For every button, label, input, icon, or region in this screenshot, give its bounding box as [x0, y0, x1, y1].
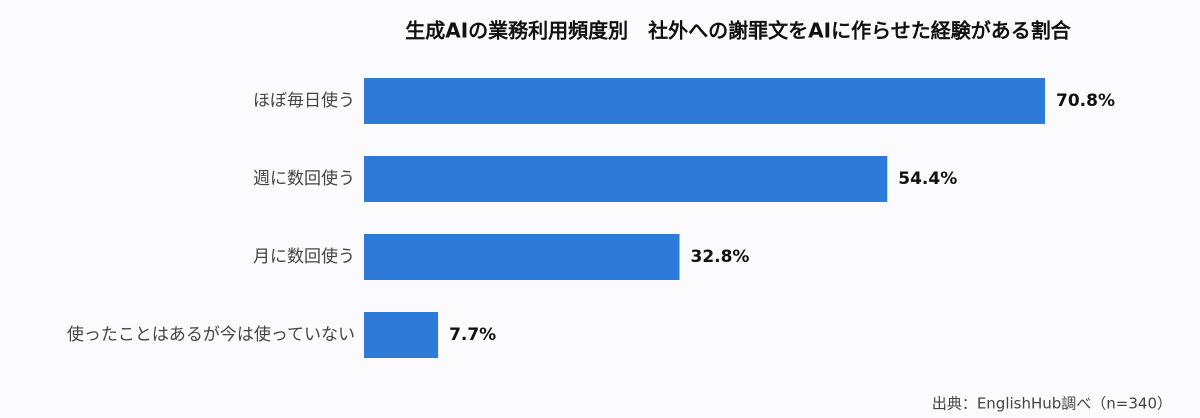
value-label: 32.8% — [690, 247, 749, 267]
value-label: 7.7% — [449, 325, 496, 345]
value-label: 54.4% — [898, 169, 957, 189]
bar — [364, 156, 888, 202]
bar — [364, 312, 439, 358]
bar — [364, 78, 1045, 124]
category-label: 使ったことはあるが今は使っていない — [67, 324, 355, 345]
value-label: 70.8% — [1056, 91, 1115, 111]
category-label: ほぼ毎日使う — [253, 90, 355, 111]
chart-title: 生成AIの業務利用頻度別 社外への謝罪文をAIに作らせた経験がある割合 — [405, 19, 1071, 43]
source-note: 出典：EnglishHub調べ（n=340） — [932, 395, 1172, 413]
category-label: 月に数回使う — [253, 246, 355, 267]
category-label: 週に数回使う — [253, 168, 355, 189]
bar — [364, 234, 680, 280]
